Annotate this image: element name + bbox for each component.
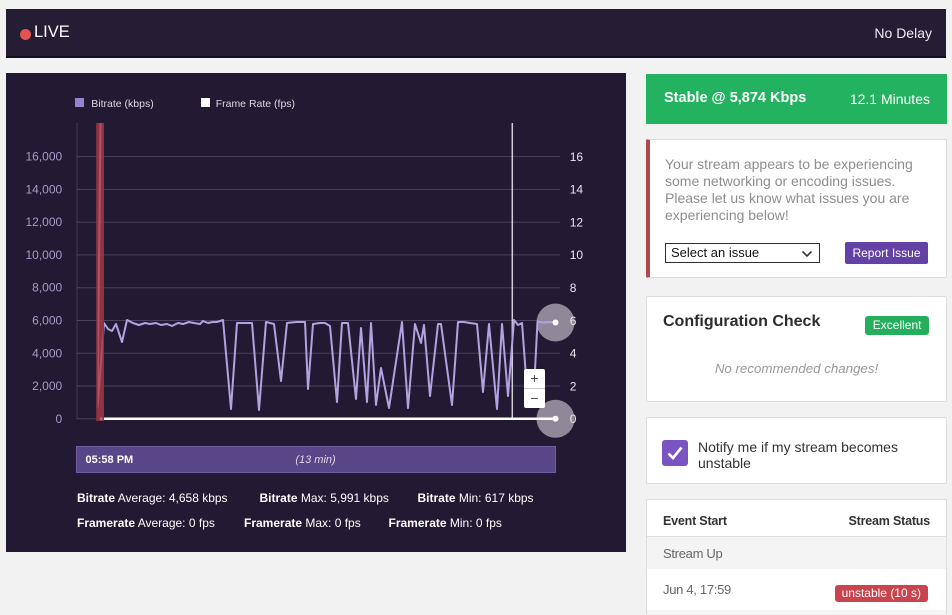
- svg-text:12,000: 12,000: [25, 215, 62, 229]
- svg-text:10: 10: [570, 248, 584, 262]
- svg-text:10,000: 10,000: [25, 248, 62, 262]
- svg-text:12: 12: [570, 215, 584, 229]
- svg-text:6: 6: [570, 314, 577, 328]
- svg-text:8: 8: [570, 281, 577, 295]
- svg-text:16,000: 16,000: [25, 150, 62, 164]
- svg-text:6,000: 6,000: [32, 313, 62, 327]
- svg-text:14,000: 14,000: [25, 182, 62, 196]
- svg-text:8,000: 8,000: [32, 281, 62, 295]
- svg-text:2: 2: [570, 379, 577, 393]
- svg-text:0: 0: [570, 412, 577, 426]
- svg-text:4,000: 4,000: [32, 346, 62, 360]
- svg-text:4: 4: [570, 347, 577, 361]
- svg-text:14: 14: [570, 183, 584, 197]
- svg-text:0: 0: [56, 412, 63, 426]
- svg-text:2,000: 2,000: [32, 379, 62, 393]
- svg-text:16: 16: [570, 150, 584, 164]
